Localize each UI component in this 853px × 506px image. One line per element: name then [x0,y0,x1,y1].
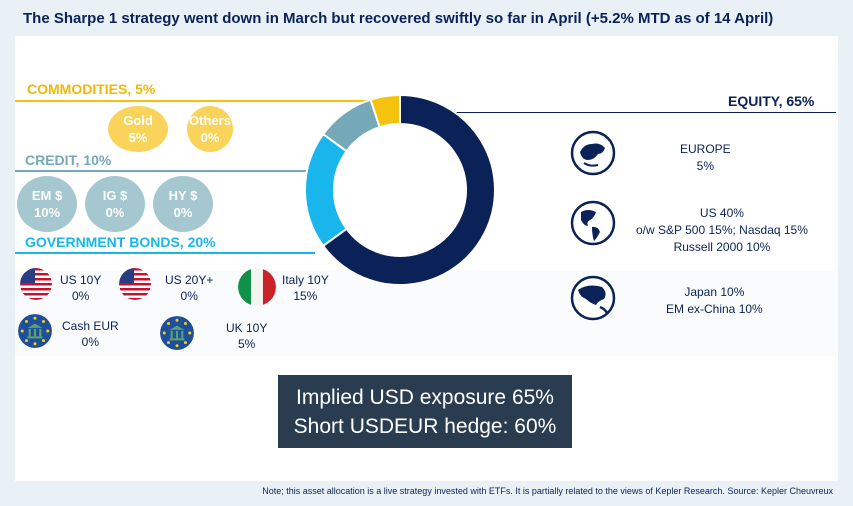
donut-slice-commodities [369,95,401,129]
allocation-donut-chart [305,95,495,285]
us10y-name: US 10Y [60,273,102,287]
globe-americas-icon [570,200,616,246]
us-name: US 40% [699,206,744,220]
equity-line [440,112,836,113]
globe-europe-icon [570,130,616,176]
em-pct: 10% [33,205,61,220]
uk10y-label: UK 10Y 5% [226,320,267,352]
commodities-label: COMMODITIES, 5% [27,81,156,97]
gov-line [15,252,315,254]
hy-bubble: HY $ 0% [153,176,213,232]
others-pct: 0% [200,130,220,145]
italy10y-pct: 15% [293,289,318,303]
japan-line: Japan 10% [684,285,745,299]
em-name: EM $ [31,188,63,203]
cash-eur-label: Cash EUR 0% [62,318,119,350]
row-band [15,271,838,356]
italy10y-label: Italy 10Y 15% [282,272,329,304]
credit-line [15,170,323,172]
europe-name: EUROPE [680,142,731,156]
eu-bank-icon [18,314,52,348]
ig-pct: 0% [105,205,125,220]
gold-name: Gold [123,113,153,128]
us-detail-1: o/w S&P 500 15%; Nasdaq 15% [636,223,808,237]
footnote: Note; this asset allocation is a live st… [262,486,833,496]
others-name: Others [189,113,231,128]
eu-bank-icon [160,316,194,350]
page-title: The Sharpe 1 strategy went down in March… [23,10,774,27]
europe-pct: 5% [696,159,715,173]
donut-slice-equity [321,95,495,285]
usd-hedge-box: Implied USD exposure 65% Short USDEUR he… [278,375,572,448]
cash-eur-name: Cash EUR [62,319,119,333]
ig-name: IG $ [102,188,128,203]
em-bubble: EM $ 10% [17,176,77,232]
gov-bonds-label: GOVERNMENT BONDS, 20% [25,234,216,250]
equity-label: EQUITY, 65% [728,93,815,109]
gold-pct: 5% [128,130,148,145]
hy-pct: 0% [173,205,193,220]
us-flag-icon [119,268,151,300]
europe-label: EUROPE 5% [680,141,731,175]
italy10y-name: Italy 10Y [282,273,329,287]
em-ex-china-line: EM ex-China 10% [666,302,763,316]
us20y-name: US 20Y+ [165,273,214,287]
ig-bubble: IG $ 0% [85,176,145,232]
italy-flag-icon [238,268,276,306]
credit-label: CREDIT, 10% [25,152,112,168]
uk10y-pct: 5% [238,337,256,351]
others-bubble: Others 0% [187,106,233,152]
uk10y-name: UK 10Y [226,321,268,335]
us-label: US 40% o/w S&P 500 15%; Nasdaq 15% Russe… [636,205,808,256]
commodities-line [15,100,408,102]
us10y-pct: 0% [72,289,90,303]
us-flag-icon [20,268,52,300]
asia-label: Japan 10% EM ex-China 10% [666,284,763,318]
us10y-label: US 10Y 0% [60,272,101,304]
short-usdeur-hedge: Short USDEUR hedge: 60% [293,414,557,438]
donut-slice-government-bonds [305,132,349,248]
us-detail-2: Russell 2000 10% [673,240,771,254]
implied-usd-exposure: Implied USD exposure 65% [296,385,554,409]
cash-eur-pct: 0% [81,335,100,349]
us20y-label: US 20Y+ 0% [165,272,213,304]
gold-bubble: Gold 5% [108,106,168,152]
globe-asia-icon [570,275,616,321]
hy-name: HY $ [168,188,198,203]
us20y-pct: 0% [180,289,198,303]
